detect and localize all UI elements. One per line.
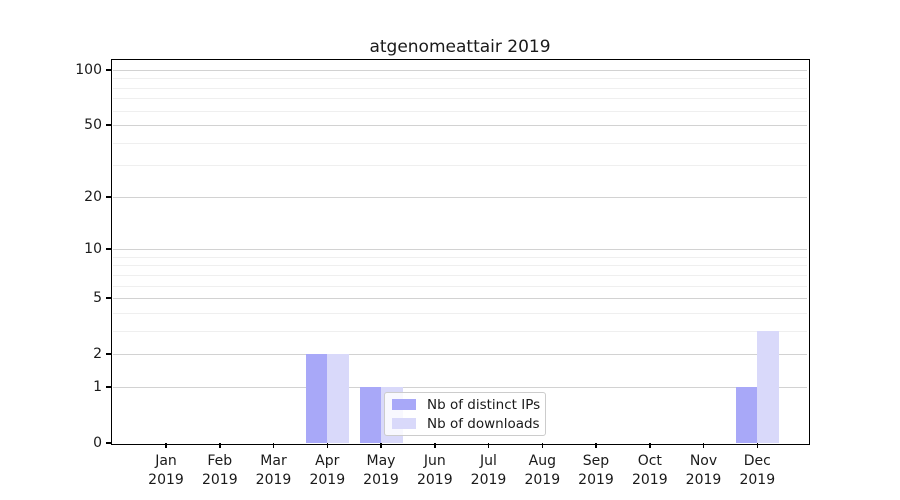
gridline-minor-4 — [113, 312, 807, 314]
x-tick-mark-feb-2019 — [219, 443, 221, 448]
x-tick-label-jan-2019: Jan 2019 — [148, 453, 184, 488]
y-tick-label-2: 2 — [93, 346, 102, 363]
gridline-minor-80 — [113, 87, 807, 89]
gridline-minor-8 — [113, 265, 807, 267]
x-tick-mark-sep-2019 — [595, 443, 597, 448]
gridline-major-100 — [113, 69, 807, 71]
y-tick-mark-50 — [106, 124, 111, 126]
x-tick-label-feb-2019: Feb 2019 — [201, 453, 238, 488]
y-tick-mark-100 — [106, 69, 111, 71]
chart-title: atgenomeattair 2019 — [369, 37, 551, 57]
gridline-major-50 — [113, 125, 807, 126]
x-tick-label-oct-2019: Oct 2019 — [631, 453, 668, 488]
legend-swatch-distinct-ips — [392, 399, 416, 410]
legend: Nb of distinct IPs Nb of downloads — [384, 392, 546, 436]
legend-item-distinct-ips: Nb of distinct IPs — [392, 396, 541, 413]
bar-nb-of-downloads-apr-2019 — [327, 354, 349, 443]
x-tick-label-jun-2019: Jun 2019 — [416, 453, 453, 488]
gridline-minor-3 — [113, 330, 807, 332]
bar-nb-of-distinct-ips-apr-2019 — [305, 354, 328, 443]
x-tick-label-aug-2019: Aug 2019 — [524, 453, 561, 488]
gridline-minor-90 — [113, 78, 807, 80]
x-tick-label-may-2019: May 2019 — [363, 453, 399, 488]
y-tick-label-1: 1 — [93, 378, 102, 395]
x-tick-mark-jun-2019 — [434, 443, 436, 448]
x-tick-mark-apr-2019 — [326, 443, 328, 448]
gridline-major-10 — [113, 249, 807, 251]
bar-nb-of-distinct-ips-dec-2019 — [735, 386, 758, 443]
y-tick-label-0: 0 — [93, 435, 102, 451]
gridline-minor-6 — [113, 285, 807, 287]
y-tick-label-100: 100 — [75, 61, 102, 78]
gridline-minor-60 — [113, 110, 807, 112]
y-tick-label-20: 20 — [84, 188, 102, 205]
gridline-minor-70 — [113, 98, 807, 100]
legend-swatch-downloads — [392, 418, 416, 429]
y-tick-mark-5 — [106, 297, 111, 299]
gridline-minor-7 — [113, 274, 807, 276]
y-tick-label-5: 5 — [93, 290, 102, 307]
y-tick-mark-20 — [106, 196, 111, 198]
y-tick-mark-0 — [106, 442, 111, 444]
legend-item-downloads: Nb of downloads — [392, 415, 540, 432]
x-tick-mark-aug-2019 — [541, 443, 543, 448]
y-tick-mark-10 — [106, 248, 111, 250]
gridline-minor-9 — [113, 256, 807, 258]
x-tick-label-mar-2019: Mar 2019 — [255, 453, 292, 488]
y-tick-mark-1 — [106, 386, 111, 388]
y-tick-label-50: 50 — [84, 117, 102, 133]
x-tick-mark-mar-2019 — [272, 443, 275, 448]
gridline-minor-30 — [113, 165, 807, 167]
x-tick-label-dec-2019: Dec 2019 — [739, 453, 776, 488]
x-tick-label-apr-2019: Apr 2019 — [309, 453, 346, 488]
y-tick-label-10: 10 — [84, 241, 102, 258]
x-tick-mark-jan-2019 — [165, 443, 167, 448]
x-tick-label-sep-2019: Sep 2019 — [578, 453, 614, 488]
gridline-major-1 — [113, 386, 807, 388]
gridline-major-20 — [113, 196, 807, 198]
x-tick-mark-oct-2019 — [649, 443, 651, 448]
x-tick-label-jul-2019: Jul 2019 — [470, 453, 507, 488]
gridline-major-5 — [113, 298, 807, 300]
x-tick-mark-may-2019 — [380, 443, 382, 448]
gridline-major-2 — [113, 354, 807, 356]
bar-nb-of-downloads-dec-2019 — [757, 330, 779, 443]
legend-label-downloads: Nb of downloads — [427, 415, 540, 432]
legend-label-distinct-ips: Nb of distinct IPs — [427, 396, 541, 413]
x-tick-mark-nov-2019 — [702, 443, 705, 448]
y-tick-mark-2 — [106, 353, 111, 355]
bar-nb-of-distinct-ips-may-2019 — [359, 386, 381, 443]
x-tick-mark-jul-2019 — [487, 443, 490, 448]
x-tick-mark-dec-2019 — [756, 443, 758, 448]
gridline-minor-40 — [113, 142, 807, 144]
x-tick-label-nov-2019: Nov 2019 — [685, 453, 722, 488]
